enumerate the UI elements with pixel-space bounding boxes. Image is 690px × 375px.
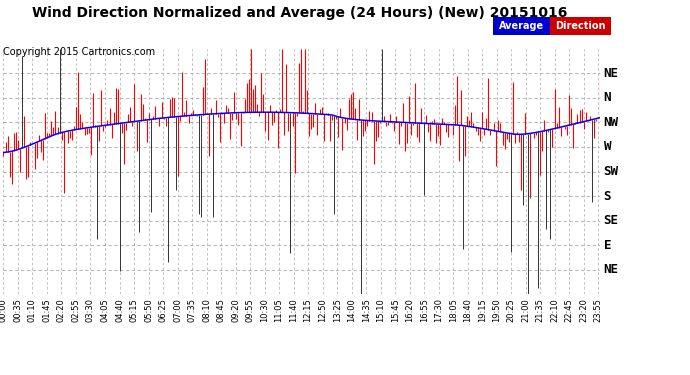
Text: 07:00: 07:00 <box>173 298 182 322</box>
Text: 10:30: 10:30 <box>260 298 269 322</box>
Text: Average: Average <box>499 21 544 31</box>
Text: 14:35: 14:35 <box>362 298 371 322</box>
Text: 03:30: 03:30 <box>86 298 95 322</box>
Text: S: S <box>604 190 611 202</box>
Text: 02:20: 02:20 <box>57 298 66 322</box>
Text: 06:25: 06:25 <box>159 298 168 322</box>
Text: 08:10: 08:10 <box>202 298 211 322</box>
Text: 13:25: 13:25 <box>333 298 342 322</box>
Text: 15:45: 15:45 <box>391 298 400 322</box>
Text: 08:45: 08:45 <box>217 298 226 322</box>
Text: NW: NW <box>604 116 619 129</box>
Text: 11:40: 11:40 <box>289 298 298 322</box>
Text: 22:10: 22:10 <box>550 298 559 322</box>
Text: 16:20: 16:20 <box>405 298 414 322</box>
Text: 23:55: 23:55 <box>593 298 603 322</box>
Text: SE: SE <box>604 214 619 227</box>
Text: W: W <box>604 141 611 153</box>
Text: 12:50: 12:50 <box>318 298 327 322</box>
Text: NE: NE <box>604 67 619 80</box>
Text: 17:30: 17:30 <box>434 298 443 322</box>
Text: 00:00: 00:00 <box>0 298 8 322</box>
Text: 11:05: 11:05 <box>275 298 284 322</box>
Text: 04:40: 04:40 <box>115 298 124 322</box>
Text: 18:05: 18:05 <box>448 298 457 322</box>
Text: Direction: Direction <box>555 21 606 31</box>
Text: SW: SW <box>604 165 619 178</box>
Text: 20:25: 20:25 <box>506 298 515 322</box>
Text: E: E <box>604 239 611 252</box>
Text: 22:45: 22:45 <box>564 298 573 322</box>
Text: 00:35: 00:35 <box>14 298 23 322</box>
Text: 16:55: 16:55 <box>420 298 428 322</box>
Text: Wind Direction Normalized and Average (24 Hours) (New) 20151016: Wind Direction Normalized and Average (2… <box>32 6 568 20</box>
Text: N: N <box>604 92 611 104</box>
Text: 12:15: 12:15 <box>304 298 313 322</box>
Text: 19:15: 19:15 <box>477 298 486 322</box>
Text: 09:20: 09:20 <box>231 298 240 322</box>
Text: 21:35: 21:35 <box>535 298 544 322</box>
Text: 05:15: 05:15 <box>130 298 139 322</box>
Text: 07:35: 07:35 <box>188 298 197 322</box>
Text: 09:55: 09:55 <box>246 298 255 322</box>
Text: 21:00: 21:00 <box>521 298 530 322</box>
Text: 18:40: 18:40 <box>463 298 472 322</box>
Text: NE: NE <box>604 263 619 276</box>
Text: 04:05: 04:05 <box>101 298 110 322</box>
Text: 23:20: 23:20 <box>579 298 588 322</box>
Text: 01:45: 01:45 <box>43 298 52 322</box>
Text: 02:55: 02:55 <box>72 298 81 322</box>
Text: 05:50: 05:50 <box>144 298 153 322</box>
Text: 14:00: 14:00 <box>347 298 356 322</box>
Text: 01:10: 01:10 <box>28 298 37 322</box>
Text: 15:10: 15:10 <box>376 298 385 322</box>
Text: 19:50: 19:50 <box>492 298 501 322</box>
Text: Copyright 2015 Cartronics.com: Copyright 2015 Cartronics.com <box>3 47 155 57</box>
